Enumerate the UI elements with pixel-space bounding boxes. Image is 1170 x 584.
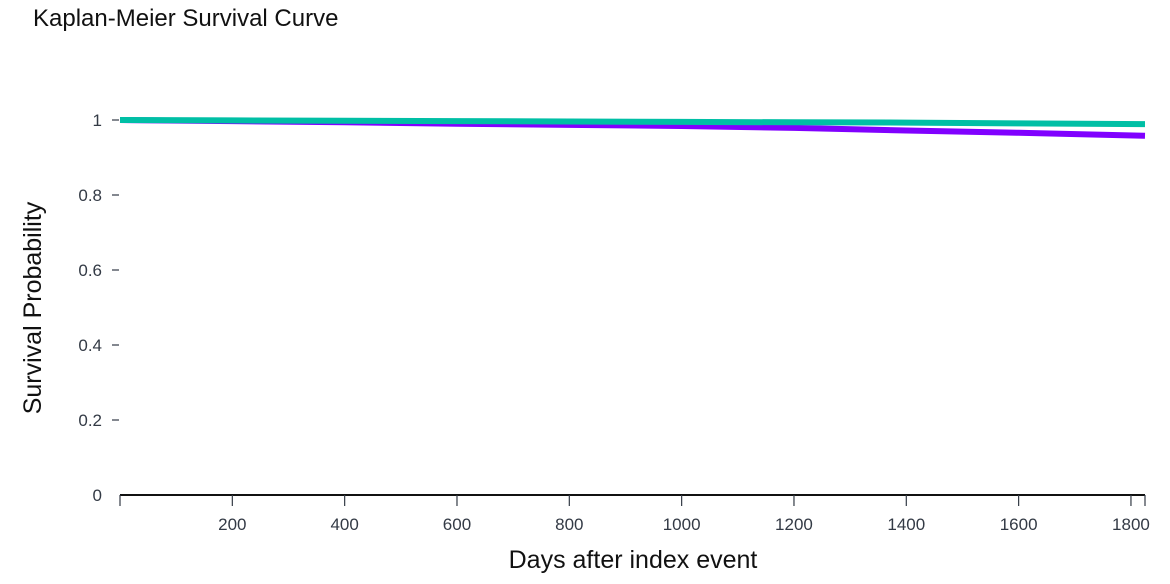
y-tick-label: 0 bbox=[93, 486, 102, 505]
survival-curve-2 bbox=[119, 117, 1146, 128]
x-tick-label: 200 bbox=[218, 515, 246, 534]
x-tick-label: 1600 bbox=[1000, 515, 1038, 534]
survival-series bbox=[119, 117, 1146, 139]
y-tick-label: 0.6 bbox=[78, 261, 102, 280]
x-axis-ticks: 200 400 600 800 1000 1200 1400 1600 1800 bbox=[119, 495, 1150, 534]
x-tick-label: 1400 bbox=[887, 515, 925, 534]
x-axis-title: Days after index event bbox=[509, 546, 758, 574]
x-tick-label: 1000 bbox=[663, 515, 701, 534]
y-tick-label: 1 bbox=[93, 111, 102, 130]
y-tick-label: 0.8 bbox=[78, 186, 102, 205]
x-tick-label: 1200 bbox=[775, 515, 813, 534]
y-tick-label: 0.2 bbox=[78, 411, 102, 430]
chart-title: Kaplan-Meier Survival Curve bbox=[33, 5, 338, 32]
y-axis-title: Survival Probability bbox=[19, 201, 47, 414]
x-tick-label: 600 bbox=[443, 515, 471, 534]
y-axis-ticks: 0 0.2 0.4 0.6 0.8 1 bbox=[78, 111, 119, 505]
x-tick-label: 1800 bbox=[1112, 515, 1150, 534]
x-tick-label: 800 bbox=[555, 515, 583, 534]
x-tick-label: 400 bbox=[330, 515, 358, 534]
y-tick-label: 0.4 bbox=[78, 336, 102, 355]
